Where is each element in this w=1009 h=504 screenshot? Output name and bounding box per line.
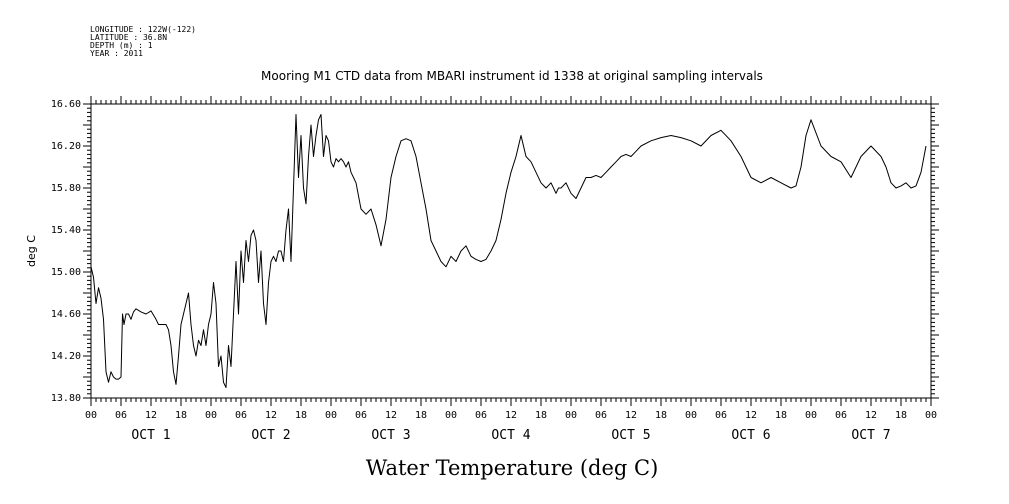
y-tick-label: 14.60 <box>51 309 81 320</box>
meta-depth: DEPTH (m) : 1 <box>90 41 153 50</box>
x-tick-label: 06 <box>595 410 607 421</box>
x-day-label: OCT 4 <box>491 428 530 443</box>
metadata-block: LONGITUDE : 122W(-122) LATITUDE : 36.8N … <box>90 25 196 58</box>
x-tick-label: 18 <box>535 410 547 421</box>
x-tick-label: 12 <box>745 410 757 421</box>
x-tick-label: 06 <box>115 410 127 421</box>
x-tick-label: 12 <box>145 410 157 421</box>
x-day-label: OCT 1 <box>131 428 170 443</box>
meta-latitude: LATITUDE : 36.8N <box>90 33 167 42</box>
x-tick-label: 18 <box>295 410 307 421</box>
x-tick-label: 06 <box>475 410 487 421</box>
x-tick-label: 18 <box>415 410 427 421</box>
x-tick-label: 00 <box>805 410 817 421</box>
x-day-label: OCT 2 <box>251 428 290 443</box>
x-tick-label: 00 <box>85 410 97 421</box>
x-axis-day-labels: OCT 1 OCT 2 OCT 3 OCT 4 OCT 5 OCT 6 OCT 7 <box>131 428 890 443</box>
meta-longitude: LONGITUDE : 122W(-122) <box>90 25 196 34</box>
x-day-label: OCT 6 <box>731 428 770 443</box>
x-tick-label: 06 <box>715 410 727 421</box>
x-tick-label: 00 <box>205 410 217 421</box>
plot-frame <box>90 103 932 399</box>
x-tick-label: 00 <box>445 410 457 421</box>
y-tick-label: 13.80 <box>51 393 81 404</box>
y-axis-label: deg C <box>25 235 38 267</box>
x-tick-label: 18 <box>175 410 187 421</box>
y-tick-label: 16.60 <box>51 99 81 110</box>
x-day-label: OCT 5 <box>611 428 650 443</box>
y-tick-label: 14.20 <box>51 351 81 362</box>
x-tick-label: 18 <box>655 410 667 421</box>
meta-year: YEAR : 2011 <box>90 49 143 58</box>
x-tick-label: 12 <box>385 410 397 421</box>
x-tick-label: 06 <box>355 410 367 421</box>
series-line-water-temperature <box>90 114 927 388</box>
series-group <box>90 114 927 388</box>
x-tick-label: 00 <box>325 410 337 421</box>
x-axis-label: Water Temperature (deg C) <box>366 456 659 480</box>
x-tick-label: 06 <box>235 410 247 421</box>
x-tick-label: 12 <box>265 410 277 421</box>
axes <box>90 103 932 399</box>
y-tick-label: 16.20 <box>51 141 81 152</box>
y-tick-label: 15.00 <box>51 267 81 278</box>
x-day-label: OCT 7 <box>851 428 890 443</box>
x-tick-label: 12 <box>865 410 877 421</box>
x-day-label: OCT 3 <box>371 428 410 443</box>
y-tick-label: 15.40 <box>51 225 81 236</box>
x-tick-label: 06 <box>835 410 847 421</box>
x-tick-label: 12 <box>505 410 517 421</box>
x-tick-label: 00 <box>685 410 697 421</box>
x-tick-label: 18 <box>775 410 787 421</box>
x-tick-label: 00 <box>565 410 577 421</box>
chart-title: Mooring M1 CTD data from MBARI instrumen… <box>261 69 763 83</box>
x-tick-label: 00 <box>925 410 937 421</box>
x-tick-label: 12 <box>625 410 637 421</box>
x-tick-label: 18 <box>895 410 907 421</box>
y-axis-ticks: 13.80 14.20 14.60 15.00 15.40 15.80 16.20 16.60 <box>51 99 939 404</box>
x-axis-ticks: 00 06 12 18 00 06 12 18 00 06 12 18 00 06 12 18 00 06 12 18… <box>85 96 937 421</box>
y-tick-label: 15.80 <box>51 183 81 194</box>
